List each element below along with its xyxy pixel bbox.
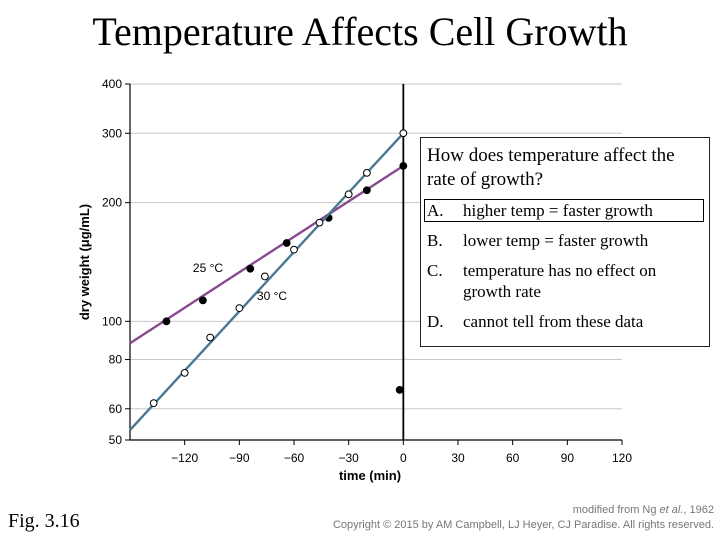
x-tick-label: −60 <box>284 451 305 465</box>
choice-d-letter: D. <box>427 312 444 331</box>
y-axis-label: dry weight (μg/mL) <box>77 204 92 320</box>
data-point <box>180 368 189 377</box>
data-point <box>235 304 244 313</box>
data-point <box>149 399 158 408</box>
data-point <box>315 218 324 227</box>
choice-a-text: higher temp = faster growth <box>463 201 653 220</box>
y-tick-label: 50 <box>109 433 123 447</box>
question-prompt: How does temperature affect the rate of … <box>427 145 675 190</box>
choice-a[interactable]: A. higher temp = faster growth <box>424 199 704 222</box>
data-point <box>290 245 298 254</box>
choice-b-letter: B. <box>427 231 443 250</box>
data-point <box>260 272 269 281</box>
choice-c-letter: C. <box>427 261 443 280</box>
credit-line-1: modified from Ng et al., 1962 <box>333 503 714 518</box>
figure-label: Fig. 3.16 <box>8 510 80 532</box>
data-point <box>362 168 371 177</box>
choice-d[interactable]: D. cannot tell from these data <box>427 311 703 332</box>
series-label: 30 °C <box>257 289 287 303</box>
data-point <box>282 239 291 247</box>
choice-c-text: temperature has no effect on growth rate <box>463 261 657 301</box>
choice-d-text: cannot tell from these data <box>463 312 644 331</box>
data-point <box>362 186 371 195</box>
question-box: How does temperature affect the rate of … <box>420 137 710 347</box>
trend-line-1 <box>129 132 405 431</box>
data-point <box>399 129 408 138</box>
data-point <box>162 317 171 326</box>
credit-prefix: modified from Ng <box>572 504 660 516</box>
y-tick-label: 80 <box>109 353 123 367</box>
trend-line-0 <box>129 164 404 345</box>
credit-suffix: , 1962 <box>683 504 714 516</box>
y-tick-label: 300 <box>102 126 122 140</box>
y-tick-label: 60 <box>109 402 123 416</box>
x-tick-label: 30 <box>451 451 465 465</box>
credit: modified from Ng et al., 1962 Copyright … <box>333 503 714 533</box>
choice-c[interactable]: C. temperature has no effect on growth r… <box>427 260 703 302</box>
data-point <box>198 296 207 305</box>
data-point <box>395 385 404 394</box>
credit-italic: et al. <box>659 504 684 516</box>
choice-a-letter: A. <box>427 201 444 220</box>
choice-b-text: lower temp = faster growth <box>463 231 649 250</box>
data-point <box>399 161 408 170</box>
x-tick-label: −30 <box>338 451 359 465</box>
data-point <box>206 333 215 342</box>
credit-line-2: Copyright © 2015 by AM Campbell, LJ Heye… <box>332 519 714 531</box>
choice-b[interactable]: B. lower temp = faster growth <box>427 230 703 251</box>
slide-title: Temperature Affects Cell Growth <box>92 9 628 54</box>
y-tick-label: 100 <box>102 314 122 328</box>
data-point <box>246 264 255 273</box>
y-tick-label: 400 <box>102 77 122 91</box>
data-point <box>344 190 353 199</box>
x-tick-label: 60 <box>506 451 520 465</box>
x-tick-label: 0 <box>400 451 407 465</box>
series-label: 25 °C <box>193 261 223 275</box>
x-tick-label: −90 <box>229 451 250 465</box>
x-tick-label: 120 <box>612 451 632 465</box>
x-tick-label: 90 <box>561 451 575 465</box>
x-axis-label: time (min) <box>339 468 401 483</box>
x-tick-label: −120 <box>171 451 198 465</box>
y-tick-label: 200 <box>102 196 122 210</box>
